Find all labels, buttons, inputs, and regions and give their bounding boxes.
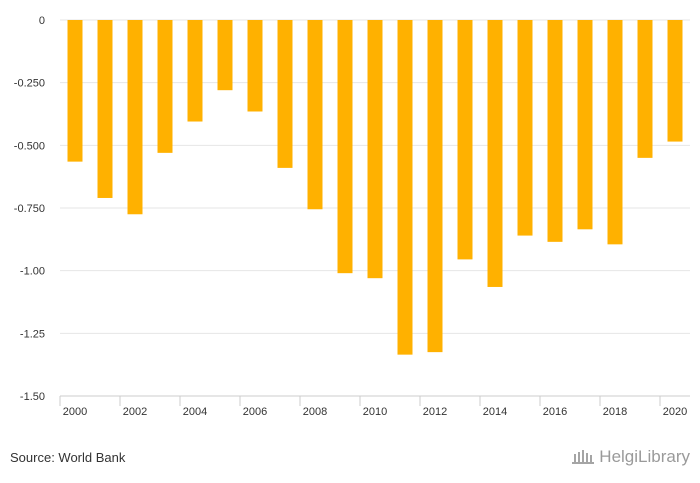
- x-tick-label: 2000: [63, 406, 87, 418]
- bar-2015[interactable]: [517, 20, 533, 236]
- x-tick-label: 2018: [603, 406, 627, 418]
- y-axis: 0 -0.250 -0.500 -0.750 -1.00 -1.25 -1.50: [14, 15, 45, 403]
- bars-group: [67, 20, 683, 355]
- x-tick-label: 2008: [303, 406, 327, 418]
- y-tick-label: -0.250: [14, 78, 45, 90]
- y-tick-label: 0: [39, 15, 45, 27]
- y-tick-label: -1.25: [20, 328, 45, 340]
- bar-2010[interactable]: [367, 20, 383, 279]
- x-tick-label: 2012: [423, 406, 447, 418]
- bar-2005[interactable]: [217, 20, 233, 91]
- bar-2000[interactable]: [67, 20, 83, 162]
- y-tick-label: -0.500: [14, 140, 45, 152]
- y-tick-label: -1.50: [20, 391, 45, 403]
- bar-2014[interactable]: [487, 20, 503, 287]
- bar-chart: 0-0.250-0.500-0.750-1.00-1.25-1.50 2000 2…: [14, 15, 690, 418]
- x-tick-label: 2004: [183, 406, 207, 418]
- bar-2008[interactable]: [307, 20, 323, 210]
- helgi-library-logo[interactable]: HelgiLibrary: [571, 447, 690, 467]
- bar-2003[interactable]: [157, 20, 173, 153]
- bar-2006[interactable]: [247, 20, 263, 112]
- bar-2009[interactable]: [337, 20, 353, 274]
- x-tick-label: 2014: [483, 406, 507, 418]
- x-tick-label: 2006: [243, 406, 267, 418]
- bar-2011[interactable]: [397, 20, 413, 355]
- bar-2017[interactable]: [577, 20, 593, 230]
- x-tick-label: 2010: [363, 406, 387, 418]
- x-axis: 2000 2002 2004 2006 2008 2010 2012 2014 2016 2018…: [59, 395, 690, 418]
- y-tick-label: -1.00: [20, 266, 45, 278]
- logo-text: HelgiLibrary: [599, 447, 690, 466]
- bar-2020[interactable]: [667, 20, 683, 142]
- bar-2016[interactable]: [547, 20, 563, 242]
- bar-2001[interactable]: [97, 20, 113, 198]
- bar-2012[interactable]: [427, 20, 443, 353]
- x-tick-label: 2020: [663, 406, 687, 418]
- library-columns-icon: [572, 450, 595, 464]
- bar-2019[interactable]: [637, 20, 653, 158]
- y-tick-label: -0.750: [14, 203, 45, 215]
- x-tick-label: 2002: [123, 406, 147, 418]
- x-tick-label: 2016: [543, 406, 567, 418]
- bar-2013[interactable]: [457, 20, 473, 260]
- bar-2004[interactable]: [187, 20, 203, 122]
- source-note: Source: World Bank: [10, 450, 126, 465]
- bar-2018[interactable]: [607, 20, 623, 245]
- bar-2002[interactable]: [127, 20, 143, 215]
- bar-2007[interactable]: [277, 20, 293, 168]
